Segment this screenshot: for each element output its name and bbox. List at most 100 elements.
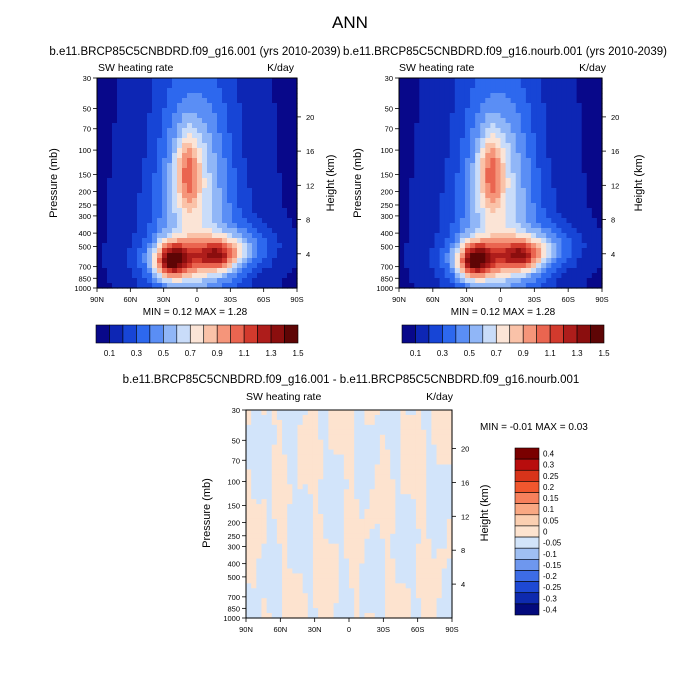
field-cell [152,258,158,264]
field-cell [212,128,218,134]
field-cell [257,128,263,134]
field-cell [277,243,283,249]
field-cell [266,439,273,446]
field-cell [107,78,113,84]
field-cell [536,138,542,144]
field-cell [571,218,578,224]
field-cell [415,578,422,584]
y-tick-label: 300 [380,212,393,221]
field-cell [287,278,293,284]
field-cell [297,429,304,436]
field-cell [323,568,329,575]
field-cell [292,258,298,264]
field-cell [287,168,293,174]
field-cell [252,213,258,219]
field-cell [247,223,253,229]
field-cell [343,568,350,575]
field-cell [102,173,108,179]
field-cell [546,98,552,104]
panel-2: b.e11.BRCP85C5CNBDRD.f09_g16.nourb.001 (… [343,46,667,358]
field-cell [132,243,138,249]
field-cell [212,193,218,199]
field-cell [323,454,329,461]
field-cell [359,410,366,416]
field-cell [520,153,527,159]
field-cell [431,548,438,555]
field-cell [374,469,381,475]
field-cell [454,123,461,129]
field-cell [217,213,223,219]
field-cell [302,444,309,451]
field-cell [187,143,193,149]
field-cell [267,93,273,99]
colorbar-box [536,324,551,344]
field-cell [287,469,293,475]
field-cell [287,153,293,159]
field-cell [405,484,412,490]
field-cell [576,198,583,204]
field-cell [232,133,238,139]
field-cell [187,238,193,244]
field-cell [227,153,233,159]
field-cell [202,78,208,84]
field-cell [500,258,507,264]
field-cell [102,113,108,119]
field-cell [207,268,213,274]
field-cell [500,168,507,174]
field-cell [475,183,481,189]
field-cell [256,553,263,560]
field-cell [541,133,547,139]
field-cell [495,283,502,289]
field-cell [364,424,371,431]
field-cell [426,419,432,426]
field-cell [266,553,273,560]
field-cell [157,283,163,289]
colorbar-box [522,324,537,344]
field-cell [247,283,253,289]
field-cell [510,233,517,239]
field-cell [439,183,446,189]
field-cell [272,213,278,219]
field-cell [157,213,163,219]
field-cell [212,138,218,144]
field-cell [282,548,288,555]
field-cell [385,514,391,520]
field-cell [415,424,422,431]
field-cell [520,273,527,279]
colorbar-box [216,324,231,344]
field-cell [439,263,446,269]
field-cell [157,238,163,244]
field-cell [364,543,371,550]
field-cell [354,548,360,555]
field-cell [530,148,537,154]
field-cell [282,439,288,446]
field-cell [312,509,319,515]
field-cell [586,158,593,164]
field-cell [364,439,371,446]
field-cell [267,203,273,209]
field-cell [152,193,158,199]
field-cell [431,518,438,525]
field-cell [490,193,497,199]
field-cell [266,459,273,466]
field-cell [97,88,103,94]
field-cell [112,173,118,179]
field-cell [117,188,123,194]
field-cell [272,93,278,99]
field-cell [424,143,431,149]
field-cell [525,153,532,159]
field-cell [515,263,522,269]
field-cell [222,178,228,184]
field-cell [409,173,415,179]
field-cell [252,108,258,114]
field-cell [505,173,512,179]
field-cell [227,128,233,134]
field-cell [591,268,598,274]
field-cell [541,98,547,104]
field-cell [561,108,568,114]
field-cell [436,449,443,456]
field-cell [419,248,425,254]
field-cell [426,449,432,456]
field-cell [485,138,491,144]
field-cell [495,218,502,224]
